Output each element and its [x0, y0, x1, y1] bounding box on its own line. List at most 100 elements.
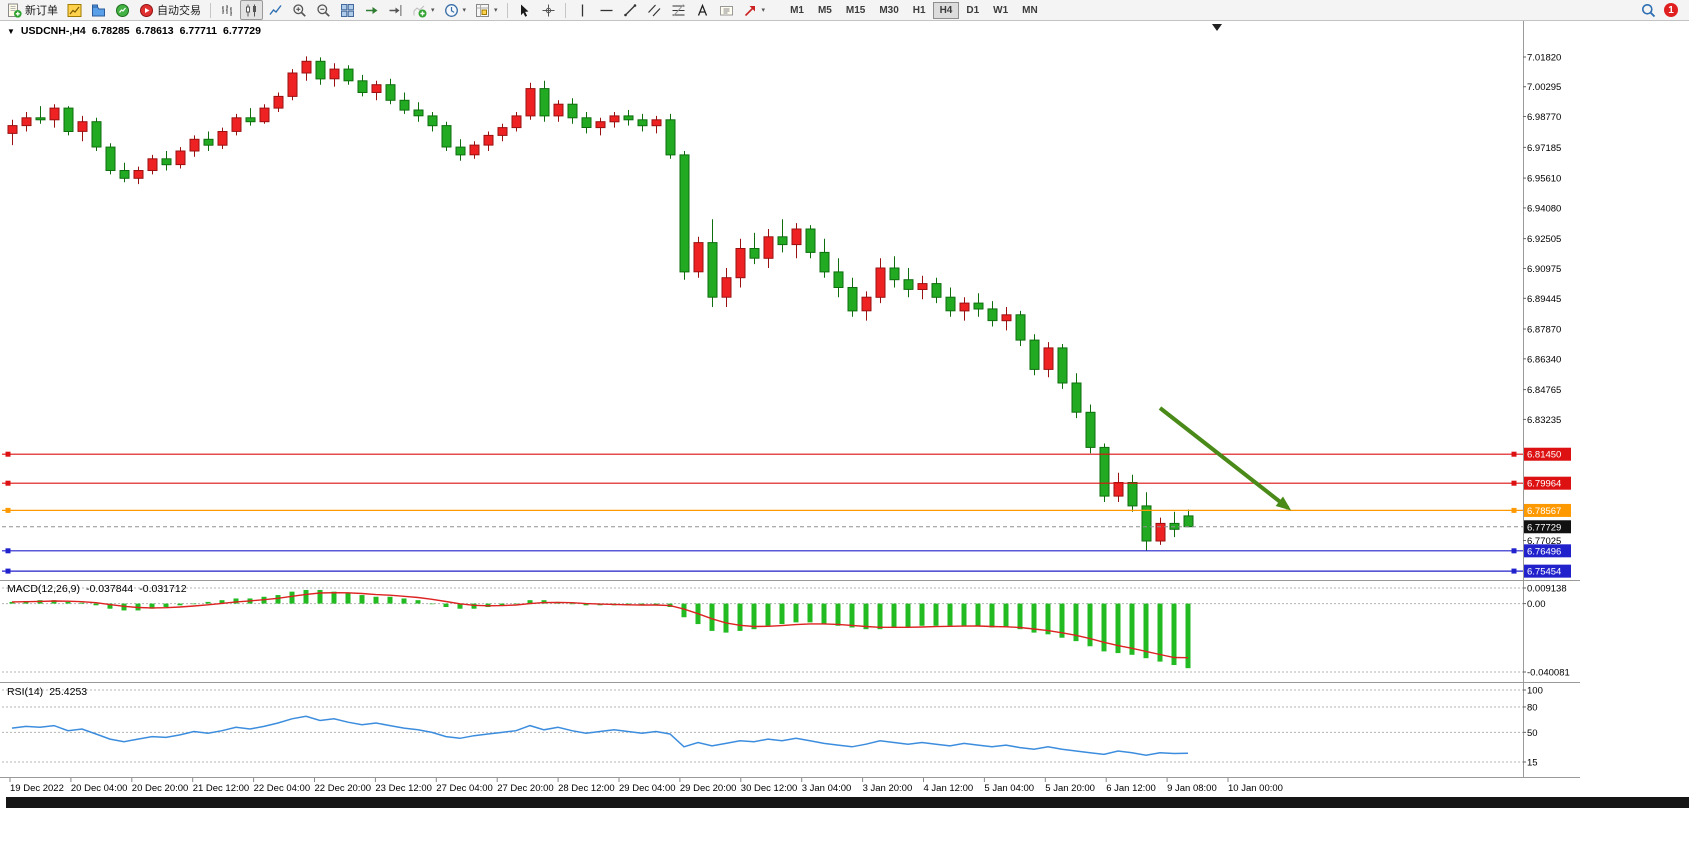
candle	[1043, 347, 1054, 370]
svg-text:6.94080: 6.94080	[1527, 203, 1561, 214]
macd-label: MACD(12,26,9)	[7, 583, 80, 595]
price-axis[interactable]: 7.01820 7.00295 6.98770 6.97185 6.95610 6.940…	[1523, 53, 1561, 548]
periods-button[interactable]: ▾	[440, 0, 471, 20]
svg-text:9 Jan 08:00: 9 Jan 08:00	[1167, 783, 1217, 794]
timeframe-w1[interactable]: W1	[993, 4, 1009, 16]
rsi-label: RSI(14)	[7, 686, 44, 698]
toolbar-separator	[564, 2, 566, 18]
indicators-button-caret-icon[interactable]: ▾	[431, 7, 435, 14]
horizontal-lines[interactable]	[2, 451, 1523, 574]
templates-button[interactable]: ▾	[471, 0, 502, 20]
symbol-collapse-icon[interactable]: ▼	[7, 26, 15, 36]
line-handle	[1511, 568, 1517, 574]
candle	[441, 125, 452, 148]
templates-button-caret-icon[interactable]: ▾	[494, 7, 498, 14]
auto-scroll-icon	[366, 6, 378, 14]
arrows-button[interactable]: ▾	[739, 0, 770, 20]
candle	[175, 150, 186, 166]
candle	[539, 88, 550, 117]
text-button[interactable]	[691, 0, 714, 20]
bar-chart-button[interactable]	[216, 0, 239, 20]
candle	[595, 121, 606, 129]
trend-arrow[interactable]	[1158, 406, 1292, 511]
equidistant-channel-button[interactable]	[643, 0, 666, 20]
candle	[861, 296, 872, 312]
candle	[469, 144, 480, 156]
auto-scroll-button[interactable]	[360, 0, 383, 20]
candle	[931, 283, 942, 298]
svg-text:80: 80	[1527, 702, 1538, 713]
candle	[1183, 515, 1194, 528]
svg-text:6.79964: 6.79964	[1527, 479, 1561, 490]
rsi-line	[11, 715, 1189, 756]
timeframe-m15[interactable]: M15	[845, 4, 866, 16]
periods-button-caret-icon[interactable]: ▾	[462, 7, 467, 14]
chart-shift-marker[interactable]	[1212, 24, 1222, 31]
timeframe-m1[interactable]: M1	[790, 4, 804, 16]
candle	[1015, 314, 1026, 341]
tile-windows-button[interactable]	[336, 0, 359, 20]
candle	[833, 271, 844, 288]
time-axis[interactable]: 19 Dec 2022 20 Dec 04:00 20 Dec 20:00 21 De…	[9, 778, 1283, 794]
chart-shift-button[interactable]	[384, 0, 407, 20]
toolbar-separator	[506, 2, 508, 18]
fibonacci-button[interactable]	[667, 0, 690, 20]
candle	[49, 107, 60, 121]
timeframe-h4[interactable]: H4	[932, 1, 960, 19]
line-handle	[1511, 507, 1517, 513]
crosshair-button[interactable]	[537, 0, 560, 20]
svg-text:4 Jan 12:00: 4 Jan 12:00	[924, 783, 974, 794]
chart-canvas[interactable]: 7.01820 7.00295 6.98770 6.97185 6.95610 6.940…	[0, 21, 1689, 861]
timeframe-m5[interactable]: M5	[817, 4, 832, 16]
zoom-out-button[interactable]	[312, 0, 335, 20]
candle	[1029, 339, 1040, 370]
arrows-button-caret-icon[interactable]: ▾	[761, 7, 766, 14]
line-chart-button[interactable]	[264, 0, 287, 20]
profiles-button[interactable]	[87, 0, 110, 20]
candle	[805, 228, 816, 253]
toolbar-separator	[210, 2, 211, 18]
timeframe-mn[interactable]: MN	[1022, 4, 1038, 16]
indicators-button[interactable]: ▾	[408, 0, 439, 20]
trendline-button[interactable]	[619, 0, 642, 20]
svg-text:21 Dec 12:00: 21 Dec 12:00	[193, 783, 250, 794]
new-order-button[interactable]: 新订单	[3, 0, 62, 20]
cursor-button[interactable]	[513, 0, 536, 20]
candle	[1113, 482, 1124, 497]
zoom-out-icon	[317, 3, 330, 17]
candle	[189, 138, 200, 152]
candle	[427, 115, 438, 127]
notification-badge[interactable]: 1	[1664, 3, 1678, 17]
candle	[133, 170, 144, 179]
timeframe-m30[interactable]: M30	[879, 4, 899, 16]
candle	[987, 308, 998, 322]
new-chart-button[interactable]	[63, 0, 86, 20]
timeframe-h1[interactable]: H1	[912, 4, 926, 16]
horizontal-line-icon	[600, 9, 613, 11]
template-icon	[476, 3, 490, 17]
macd-signal-line	[11, 591, 1189, 659]
svg-text:6.97185: 6.97185	[1527, 143, 1561, 154]
candle	[21, 117, 32, 127]
search-button[interactable]	[1641, 3, 1656, 18]
autotrading-button[interactable]: 自动交易	[135, 0, 205, 20]
svg-text:100: 100	[1527, 686, 1543, 697]
candlestick-chart-button[interactable]	[240, 0, 263, 20]
market-watch-button[interactable]	[111, 0, 134, 20]
vertical-line-button[interactable]	[571, 0, 594, 20]
candle	[35, 117, 46, 121]
timeframe-d1[interactable]: D1	[966, 4, 980, 16]
candle	[161, 158, 172, 166]
candle	[245, 117, 256, 123]
text-label-button[interactable]	[715, 0, 738, 20]
svg-text:0.009138: 0.009138	[1527, 584, 1567, 595]
candle	[1071, 382, 1082, 413]
zoom-in-button[interactable]	[288, 0, 311, 20]
ohlc-high: 6.78613	[135, 25, 174, 37]
candle	[413, 109, 424, 117]
svg-text:3 Jan 04:00: 3 Jan 04:00	[802, 783, 852, 794]
svg-text:7.01820: 7.01820	[1527, 53, 1561, 64]
horizontal-line-button[interactable]	[595, 0, 618, 20]
ohlc-open: 6.78285	[91, 25, 130, 37]
new-order-icon	[8, 3, 22, 18]
